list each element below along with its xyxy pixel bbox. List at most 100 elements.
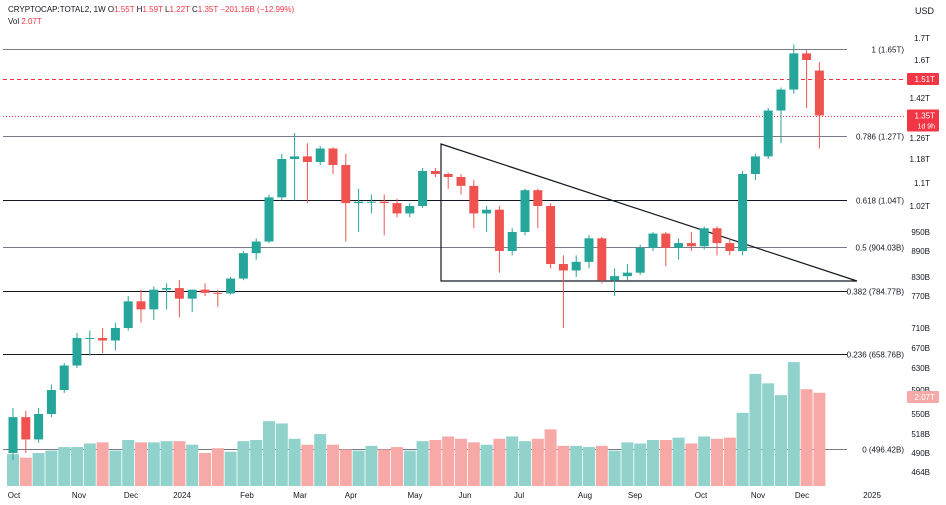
price-tick-label: 670B: [911, 344, 930, 353]
high-value: 1.59T: [142, 5, 163, 14]
volume-bar: [96, 442, 109, 486]
volume-bars: [7, 362, 826, 486]
candle-body: [648, 233, 658, 248]
volume-bar: [416, 441, 429, 486]
volume-bar: [58, 447, 71, 486]
price-tick-label: 1.26T: [910, 134, 931, 143]
candle-body: [21, 417, 31, 440]
candle-body: [200, 289, 210, 293]
volume-bar: [531, 438, 544, 486]
candle-body: [738, 174, 748, 251]
volume-bar: [19, 457, 32, 486]
candle-body: [226, 278, 236, 294]
candle-body: [34, 414, 44, 440]
volume-bar: [736, 412, 749, 486]
volume-bar: [339, 449, 352, 486]
candle-body: [456, 177, 466, 186]
price-tick-label: 550B: [911, 410, 930, 419]
candle-body: [174, 288, 184, 299]
fib-label-bg-0.618: [848, 194, 906, 206]
volume-bar: [147, 442, 160, 486]
candle-body: [379, 201, 389, 204]
ohlc-legend: CRYPTOCAP:TOTAL2, 1W O1.55T H1.59T L1.22…: [8, 5, 294, 14]
volume-bar: [135, 442, 147, 486]
fib-label-0.618: 0.618 (1.04T): [856, 197, 904, 206]
candle-body: [8, 417, 18, 453]
volume-bar: [787, 362, 800, 486]
candle-body: [776, 89, 786, 111]
candle-body: [584, 238, 594, 262]
price-tick-label: 1.7T: [914, 34, 930, 43]
volume-bar: [711, 438, 723, 486]
price-tag-bg: [907, 109, 939, 132]
time-tick-label: 2024: [173, 491, 191, 500]
fib-label-0.786: 0.786 (1.27T): [856, 133, 904, 142]
volume-bar: [442, 436, 455, 486]
time-tick-label: Feb: [240, 491, 254, 500]
volume-bar: [32, 452, 45, 486]
fib-label-bg-0: [848, 443, 906, 455]
time-tick-label: 2025: [863, 491, 881, 500]
candle-body: [635, 247, 645, 273]
volume-bar: [506, 436, 519, 486]
currency-label[interactable]: USD: [915, 6, 935, 16]
volume-bar: [391, 447, 403, 486]
candle-body: [699, 228, 709, 247]
price-axis: 1.7T 1.6T 1.42T 1.26T 1.18T 1.1T 1.02T 950B 890B…: [907, 34, 939, 477]
candle-body: [712, 228, 722, 244]
volume-bar: [109, 450, 122, 486]
time-tick-label: Oct: [8, 491, 21, 500]
candle-body: [610, 276, 620, 281]
volume-bar: [83, 443, 96, 486]
candle-body: [136, 301, 146, 310]
price-tick-label: 590B: [911, 386, 930, 395]
candle-body: [507, 232, 517, 251]
price-tick-label: 464B: [911, 468, 930, 477]
time-tick-label: Apr: [345, 491, 358, 500]
volume-tag-label: 2.07T: [915, 393, 936, 402]
low-label: L: [165, 5, 170, 14]
price-tick-label: 830B: [911, 273, 930, 282]
price-tick-label: 630B: [911, 364, 930, 373]
descending-triangle: [440, 143, 858, 282]
volume-legend: Vol 2.07T: [8, 17, 42, 26]
volume-value: 2.07T: [21, 17, 42, 26]
volume-bar: [519, 441, 531, 486]
change-value: −201.16B (−12.99%): [220, 5, 295, 14]
time-tick-label: Jul: [514, 491, 524, 500]
volume-bar: [467, 442, 480, 486]
candle-body: [290, 156, 300, 159]
time-tick-label: Nov: [751, 491, 765, 500]
time-tick-label: Dec: [124, 491, 138, 500]
volume-bar: [557, 445, 570, 486]
candle-body: [494, 209, 504, 251]
candle-body: [405, 206, 415, 214]
candle-body: [469, 185, 479, 214]
volume-bar: [455, 438, 467, 486]
symbol-label[interactable]: CRYPTOCAP:TOTAL2, 1W: [8, 5, 106, 14]
candle-body: [366, 201, 376, 203]
candle-body: [686, 243, 696, 247]
candle-body: [661, 233, 671, 248]
candle-body: [85, 338, 95, 339]
price-tag-countdown: 1d 9h: [917, 124, 935, 131]
close-label: C: [192, 5, 198, 14]
close-value: 1.35T: [197, 5, 219, 14]
triangle-pattern[interactable]: [440, 143, 858, 282]
volume-bar: [288, 438, 301, 486]
price-tag-label: 1.35T: [915, 112, 936, 121]
price-tick-label: 518B: [911, 430, 930, 439]
candle-body: [443, 174, 453, 177]
fib-label-0: 0 (496.42B): [862, 446, 904, 455]
volume-bar: [7, 454, 19, 486]
volume-bar: [378, 449, 391, 486]
price-tag-bg: [907, 73, 939, 85]
candle-body: [558, 264, 568, 271]
candle-body: [162, 288, 172, 290]
volume-bar: [634, 443, 647, 486]
price-tick-label: 710B: [911, 324, 930, 333]
time-tick-label: Nov: [72, 491, 86, 500]
open-label: O: [107, 5, 115, 14]
open-value: 1.55T: [114, 5, 135, 14]
